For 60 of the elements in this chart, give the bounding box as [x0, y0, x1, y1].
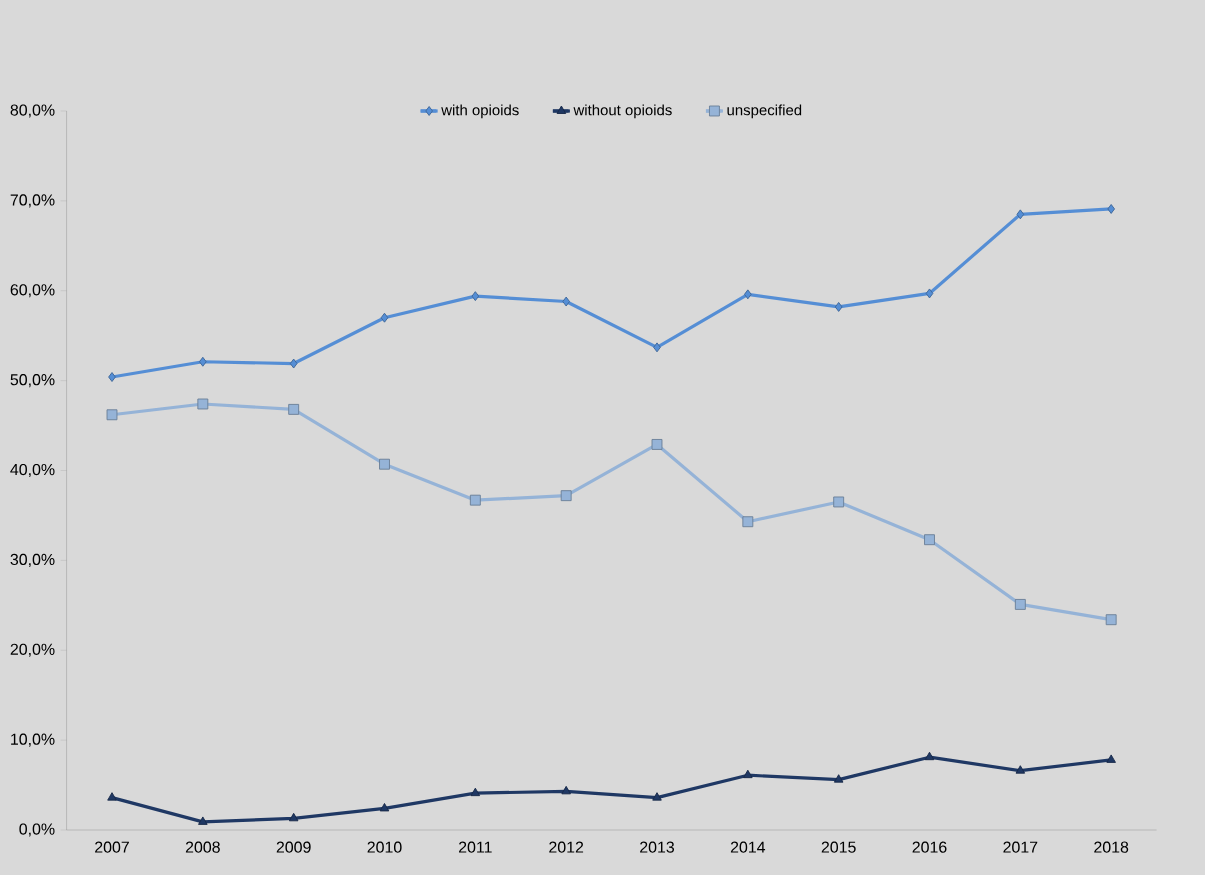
x-tick-label: 2015 [821, 841, 856, 853]
point [471, 291, 480, 302]
point [198, 816, 208, 825]
point [833, 496, 845, 508]
point [924, 751, 935, 761]
point [744, 289, 752, 300]
point [197, 398, 209, 410]
point [1015, 765, 1026, 774]
point [560, 490, 572, 502]
y-tick-label: 80,0% [10, 104, 55, 118]
x-tick-label: 2017 [1003, 841, 1038, 853]
point [742, 516, 754, 528]
point [833, 774, 844, 783]
point [106, 409, 118, 421]
x-tick-label: 2009 [276, 841, 311, 853]
y-tick-label: 40,0% [10, 463, 55, 478]
point [380, 312, 389, 323]
y-tick-label: 10,0% [11, 733, 55, 747]
x-tick-label: 2010 [367, 841, 402, 853]
x-tick-label: 2012 [549, 841, 584, 853]
point [562, 296, 570, 307]
x-tick-label: 2016 [912, 841, 947, 853]
point [108, 372, 116, 382]
y-tick-label: 0,0% [19, 823, 55, 837]
point [652, 792, 662, 801]
y-tick-label: 50,0% [10, 374, 55, 388]
y-tick-label: 70,0% [10, 194, 55, 208]
x-tick-label: 2014 [730, 841, 766, 853]
y-tick-label: 60,0% [10, 284, 55, 298]
point [1107, 204, 1115, 214]
point [925, 288, 934, 299]
point [924, 534, 935, 546]
legend-label: without opioids [573, 104, 672, 119]
x-tick-label: 2008 [185, 841, 220, 853]
point [561, 785, 571, 795]
point [379, 458, 390, 470]
x-tick-label: 2018 [1094, 841, 1129, 853]
point [470, 787, 481, 797]
x-tick-label: 2013 [640, 841, 675, 853]
legend-label: unspecified [727, 104, 802, 119]
point [651, 439, 663, 450]
point [379, 803, 390, 812]
point [1106, 754, 1116, 763]
y-tick-label: 20,0% [10, 643, 55, 657]
x-tick-label: 2007 [95, 841, 129, 853]
point [288, 812, 299, 822]
point [834, 301, 843, 312]
x-tick-label: 2011 [458, 841, 492, 853]
y-tick-label: 30,0% [10, 553, 55, 567]
point [289, 358, 298, 369]
point [743, 769, 753, 779]
point [653, 342, 661, 353]
legend-label: with opioids [441, 104, 519, 119]
point [469, 494, 481, 506]
point [1105, 614, 1117, 626]
point [107, 792, 117, 801]
point [1014, 598, 1026, 610]
point [199, 356, 207, 367]
point [288, 403, 300, 415]
point [1016, 209, 1025, 220]
